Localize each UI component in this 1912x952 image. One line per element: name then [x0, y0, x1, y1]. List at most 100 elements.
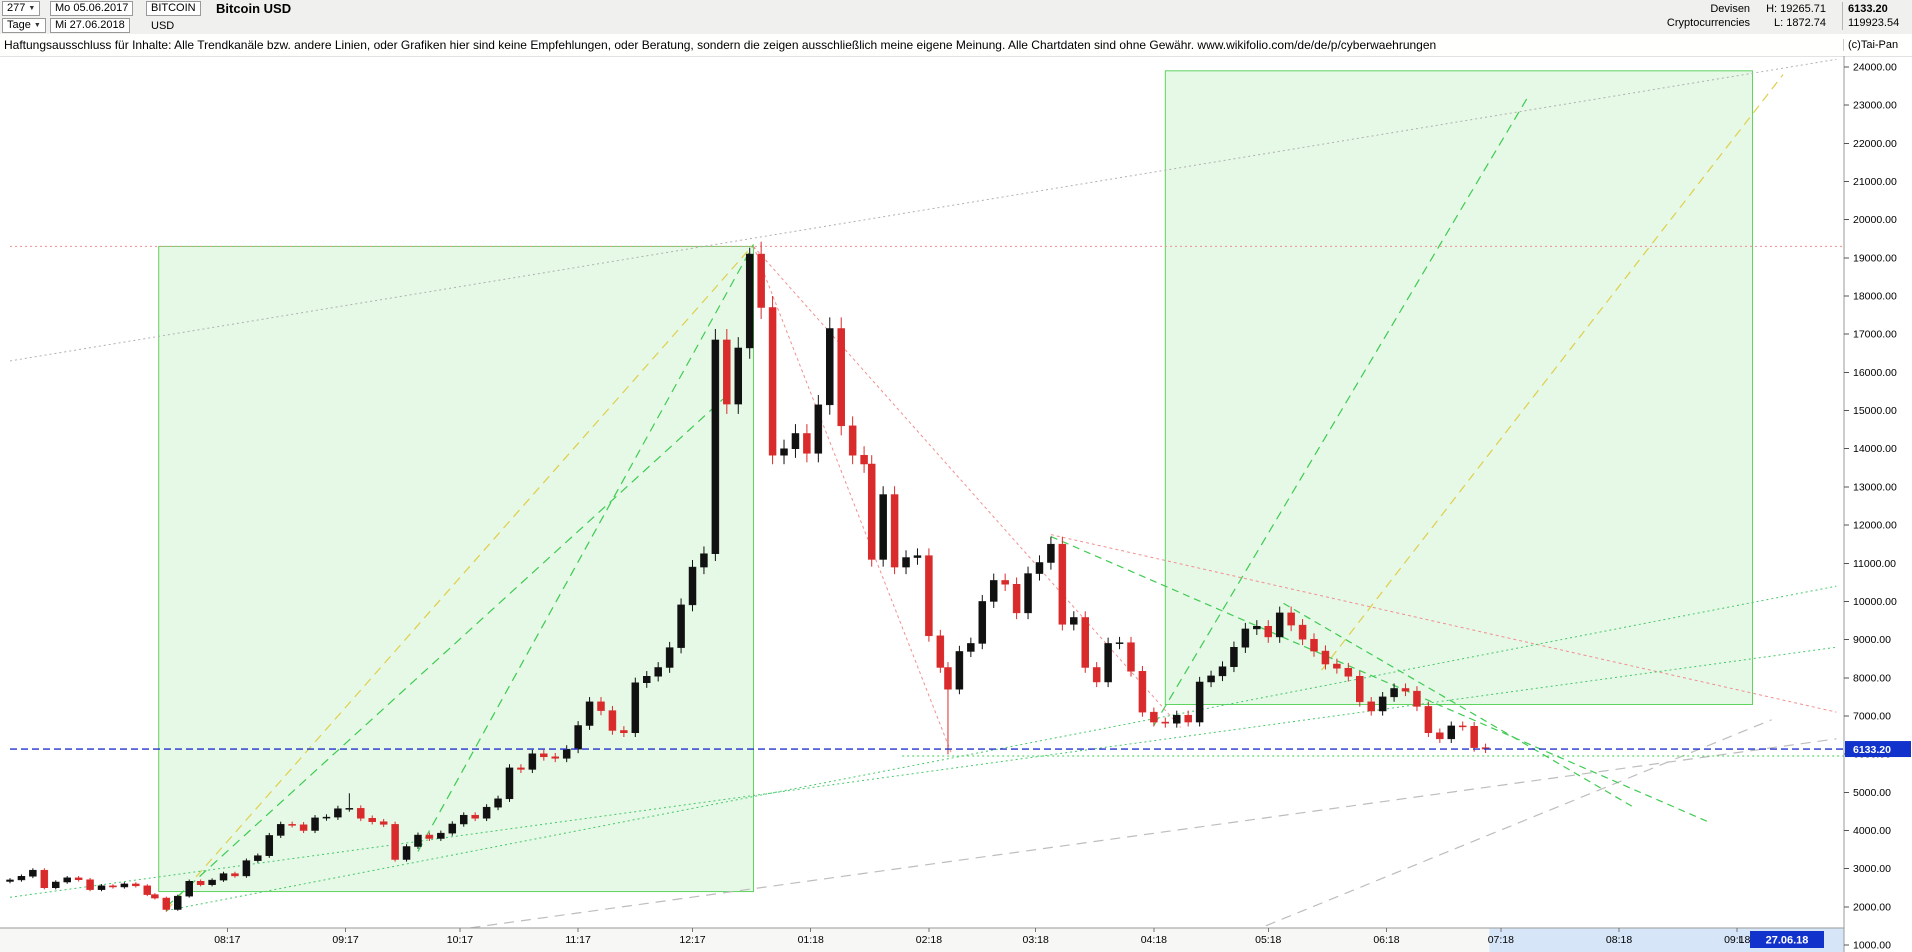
- candle-body: [814, 404, 823, 454]
- market-category-block: Devisen Cryptocurrencies: [1667, 2, 1750, 30]
- candle-body: [585, 701, 594, 726]
- time-tick-label: 09:18: [1724, 934, 1750, 946]
- tai-pan-brand: (c)Tai-Pan: [1843, 39, 1912, 51]
- candle-body: [1172, 714, 1181, 724]
- green-descending-1[interactable]: [1283, 602, 1635, 809]
- candle-body: [448, 823, 457, 834]
- last-price-badge: [1845, 741, 1911, 758]
- symbol-field[interactable]: BITCOIN: [146, 1, 201, 16]
- candle-body: [231, 873, 239, 877]
- green-uptrend-box2[interactable]: [1153, 97, 1529, 726]
- gray-longterm-dotted[interactable]: [9, 58, 1837, 362]
- market-subcategory: Cryptocurrencies: [1666, 17, 1751, 29]
- price-tick-label: 19000.00: [1853, 252, 1897, 264]
- candle-body: [1436, 732, 1444, 740]
- page-title: Bitcoin USD: [216, 1, 292, 16]
- candle-body: [597, 701, 605, 711]
- currency-label: USD: [151, 19, 175, 32]
- green-uptrend-steep[interactable]: [417, 244, 755, 852]
- candle-body: [402, 846, 411, 860]
- candle-body: [74, 877, 83, 880]
- candles-group: [6, 241, 1490, 912]
- chevron-down-icon: ▼: [33, 22, 41, 29]
- candle-body: [1401, 688, 1410, 692]
- price-tick-label: 21000.00: [1853, 176, 1897, 188]
- candle-body: [1356, 676, 1364, 703]
- candle-body: [1390, 688, 1398, 698]
- candle-body: [505, 767, 514, 800]
- yellow-uptrend-2[interactable]: [1321, 74, 1784, 671]
- price-tick-label: 18000.00: [1853, 291, 1897, 303]
- candle-body: [562, 748, 571, 759]
- price-tick-label: 12000.00: [1853, 520, 1897, 532]
- price-tick-label: 5000.00: [1853, 787, 1891, 799]
- candle-body: [97, 885, 106, 890]
- bar-count-value: 277: [7, 2, 26, 14]
- candle-body: [867, 463, 876, 560]
- candle-body: [574, 725, 582, 750]
- start-date-value: Mo 05.06.2017: [55, 2, 129, 14]
- candle-body: [1230, 646, 1238, 667]
- candle-body: [391, 824, 399, 860]
- red-downtrend-mid[interactable]: [753, 246, 1181, 728]
- candle-body: [357, 808, 365, 819]
- time-tick-label: 05:18: [1255, 934, 1281, 946]
- candle-body: [1161, 721, 1170, 724]
- overlay-under-group: [9, 58, 1844, 949]
- time-tick-label: 10:17: [447, 934, 473, 946]
- candle-body: [803, 433, 811, 454]
- price-tick-label: 2000.00: [1853, 901, 1891, 913]
- green-dotted-fan-2[interactable]: [9, 646, 1837, 898]
- candle-body: [1458, 725, 1467, 728]
- candle-body: [1150, 711, 1158, 723]
- candle-body: [540, 753, 548, 758]
- candle-body: [276, 824, 285, 836]
- chart-canvas[interactable]: 1000.002000.003000.004000.005000.006000.…: [0, 56, 1912, 952]
- price-tick-label: 14000.00: [1853, 443, 1897, 455]
- yellow-uptrend-line[interactable]: [165, 244, 754, 912]
- start-date-field[interactable]: Mo 05.06.2017: [50, 1, 134, 16]
- time-tick-label: 11:17: [565, 934, 591, 946]
- market-category: Devisen: [1710, 3, 1751, 15]
- candle-body: [17, 876, 26, 881]
- time-tick-label: 06:18: [1373, 934, 1399, 946]
- end-date-field[interactable]: Mi 27.06.2018: [50, 18, 130, 33]
- axis-l-marker: L: [1738, 935, 1744, 946]
- candle-body: [890, 494, 899, 568]
- candle-body: [219, 873, 228, 881]
- price-tick-label: 13000.00: [1853, 481, 1897, 493]
- overlay-over-group: [10, 748, 1844, 757]
- candle-body: [185, 880, 193, 897]
- chevron-down-icon: ▼: [28, 5, 36, 12]
- timeframe-dropdown[interactable]: Tage ▼: [2, 18, 46, 33]
- candle-body: [913, 555, 922, 558]
- candle-body: [299, 824, 308, 831]
- green-uptrend-2[interactable]: [165, 398, 724, 908]
- header-bar: 277 ▼ Mo 05.06.2017 BITCOIN Bitcoin USD T…: [0, 0, 1912, 35]
- price-tick-label: 11000.00: [1853, 558, 1896, 570]
- red-downtrend-long[interactable]: [1050, 534, 1837, 713]
- period-high-label: H: 19265.71: [1766, 3, 1826, 15]
- trend-box-2018[interactable]: [1164, 70, 1753, 706]
- time-tick-label: 02:18: [916, 934, 942, 946]
- bar-count-dropdown[interactable]: 277 ▼: [2, 1, 41, 16]
- time-tick-label: 08:17: [214, 934, 240, 946]
- candle-body: [86, 879, 94, 890]
- price-tick-label: 22000.00: [1853, 138, 1897, 150]
- candle-body: [791, 433, 800, 449]
- price-tick-label: 24000.00: [1853, 62, 1897, 74]
- trend-box-2017[interactable]: [158, 245, 755, 893]
- candle-body: [1253, 625, 1261, 630]
- candle-body: [1321, 650, 1330, 665]
- candle-body: [757, 253, 765, 308]
- candle-body: [471, 814, 479, 819]
- candle-body: [1058, 543, 1067, 625]
- gray-dashed-rising-1[interactable]: [319, 738, 1837, 949]
- candle-body: [196, 880, 205, 885]
- gray-dashed-rising-2[interactable]: [1219, 719, 1772, 945]
- candle-body: [665, 647, 674, 668]
- red-downtrend-steep[interactable]: [753, 246, 953, 755]
- candle-body: [437, 832, 445, 839]
- candle-body: [528, 753, 537, 770]
